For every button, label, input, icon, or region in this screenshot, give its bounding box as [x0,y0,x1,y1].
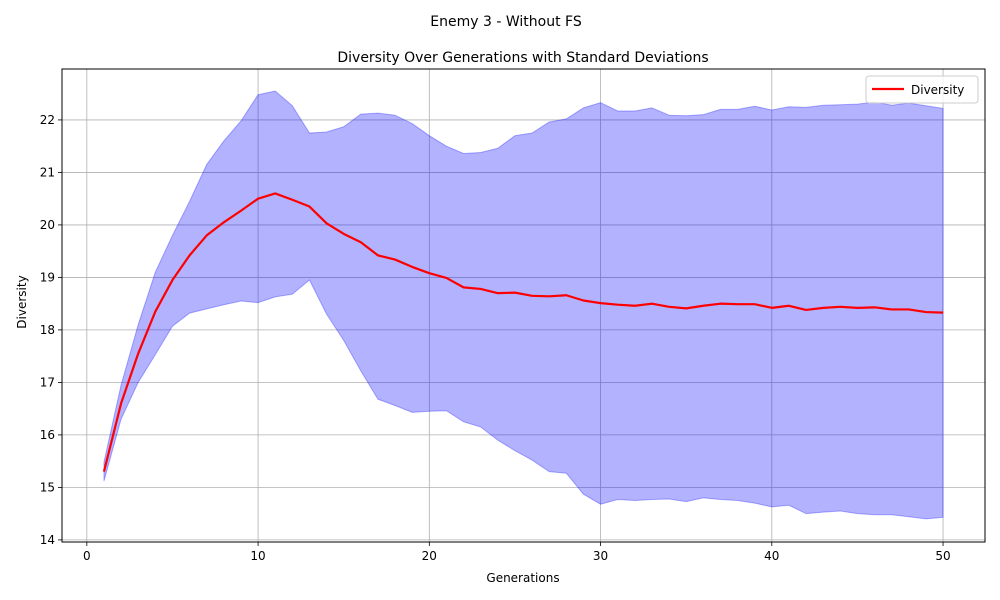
x-tick-label: 40 [764,549,779,563]
y-axis-label: Diversity [15,275,29,328]
legend-box [865,75,979,104]
y-axis-ticks: 14 15 16 17 18 19 20 21 22 [40,113,62,547]
y-tick-label: 15 [40,480,55,494]
x-tick-label: 20 [422,549,437,563]
std-deviation-band [103,90,944,520]
plot-frame [61,68,986,543]
y-tick-label: 14 [40,533,55,547]
chart-title: Diversity Over Generations with Standard… [337,50,708,66]
y-tick-label: 21 [40,165,55,179]
y-tick-label: 20 [40,218,55,232]
x-tick-label: 10 [250,549,265,563]
figure-suptitle: Enemy 3 - Without FS [430,14,582,30]
legend: Diversity [865,75,979,104]
y-tick-label: 17 [40,375,55,389]
y-tick-label: 19 [40,270,55,284]
x-tick-label: 30 [593,549,608,563]
diversity-line [102,192,944,472]
grid-lines [62,69,985,542]
y-tick-label: 22 [40,113,55,127]
legend-label-diversity: Diversity [911,83,964,97]
x-axis-label: Generations [486,571,559,585]
x-axis-ticks: 0 10 20 30 40 50 [83,542,951,563]
x-tick-label: 0 [83,549,91,563]
y-tick-label: 18 [40,323,55,337]
y-tick-label: 16 [40,428,55,442]
x-tick-label: 50 [935,549,950,563]
